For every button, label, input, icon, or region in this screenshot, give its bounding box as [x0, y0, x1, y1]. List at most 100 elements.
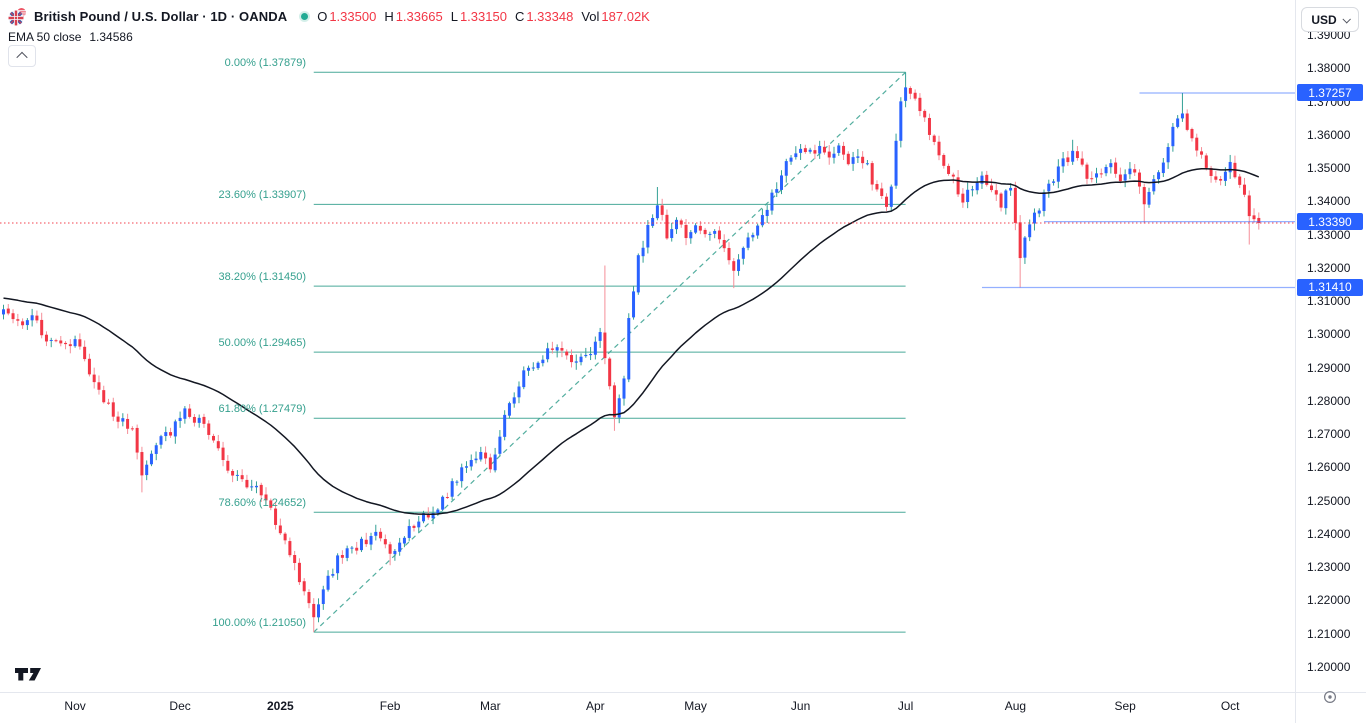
candle-body: [517, 386, 521, 398]
candle-body: [1004, 190, 1008, 209]
candle-body: [398, 542, 402, 552]
candle-body: [865, 163, 869, 165]
candle-body: [751, 234, 755, 238]
candle-body: [1209, 168, 1213, 176]
candle-body: [121, 418, 125, 422]
candle-body: [665, 214, 669, 239]
ema-50-line[interactable]: [3, 167, 1260, 515]
candle-body: [756, 225, 760, 236]
candlestick-chart[interactable]: [0, 0, 1295, 692]
candle-body: [235, 474, 239, 476]
time-tick-label: Nov: [64, 699, 86, 713]
price-tick-label: 1.27000: [1305, 426, 1353, 443]
candle-body: [536, 362, 540, 369]
candle-body: [498, 436, 502, 454]
candle-body: [789, 157, 793, 162]
candle-body: [364, 539, 368, 545]
candle-body: [1214, 176, 1218, 180]
tradingview-logo[interactable]: [14, 666, 44, 682]
candle-body: [646, 224, 650, 248]
candle-body: [670, 229, 674, 238]
candle-body: [383, 539, 387, 545]
candle-body: [784, 161, 788, 176]
candle-body: [713, 230, 717, 234]
candle-body: [651, 217, 655, 226]
candle-body: [192, 416, 196, 423]
candle-body: [574, 361, 578, 363]
candle-body: [885, 196, 889, 207]
fib-level-label: 78.60% (1.24652): [218, 497, 306, 510]
candle-body: [412, 525, 416, 528]
candle-body: [1238, 176, 1242, 185]
candle-body: [923, 110, 927, 118]
candle-body: [116, 416, 120, 422]
indicator-name: EMA 50 close: [8, 30, 82, 44]
price-tick-label: 1.30000: [1305, 326, 1353, 343]
candle-body: [737, 259, 741, 272]
candle-body: [1047, 183, 1051, 192]
candle-body: [512, 397, 516, 404]
price-tick-label: 1.36000: [1305, 126, 1353, 143]
candle-body: [173, 421, 177, 437]
collapse-indicators-button[interactable]: [8, 45, 36, 67]
candle-body: [779, 175, 783, 190]
candle-body: [436, 509, 440, 514]
candle-body: [880, 188, 884, 197]
candle-body: [1247, 195, 1251, 217]
currency-selector-button[interactable]: USD: [1301, 7, 1359, 32]
candle-body: [431, 512, 435, 519]
candle-body: [288, 541, 292, 556]
open-label: O: [317, 8, 328, 24]
candle-body: [994, 190, 998, 195]
candle-body: [254, 485, 258, 488]
price-axis-badge: 1.31410: [1297, 278, 1363, 296]
price-tick-label: 1.29000: [1305, 359, 1353, 376]
candle-body: [961, 193, 965, 203]
price-tick-label: 1.32000: [1305, 259, 1353, 276]
candle-body: [741, 247, 745, 259]
price-axis-badge: 1.37257: [1297, 84, 1363, 102]
candle-body: [569, 355, 573, 363]
candle-body: [484, 452, 488, 459]
candle-body: [913, 92, 917, 99]
candle-body: [64, 342, 68, 345]
candle-body: [259, 484, 263, 496]
candle-body: [1152, 179, 1156, 192]
candle-body: [1066, 157, 1070, 163]
fib-trendline[interactable]: [313, 71, 907, 633]
candle-body: [975, 182, 979, 191]
candle-body: [861, 156, 865, 164]
indicator-legend[interactable]: EMA 50 close 1.34586: [8, 29, 650, 45]
axis-settings-icon[interactable]: [1322, 689, 1338, 705]
candle-body: [1166, 147, 1170, 163]
time-tick-label: 2025: [266, 699, 294, 713]
candle-body: [593, 341, 597, 355]
candle-body: [1176, 118, 1180, 127]
candle-body: [655, 205, 659, 219]
candle-body: [374, 531, 378, 536]
candle-body: [1252, 215, 1256, 220]
candle-body: [507, 403, 511, 416]
time-tick-label: Apr: [586, 699, 605, 713]
candle-body: [49, 339, 53, 341]
candle-body: [765, 209, 769, 216]
candle-body: [264, 494, 268, 501]
candle-body: [78, 339, 82, 347]
candle-body: [169, 432, 173, 436]
candle-body: [312, 603, 316, 618]
candle-body: [83, 346, 87, 360]
candle-body: [345, 548, 349, 558]
candle-body: [197, 417, 201, 423]
fib-level-label: 38.20% (1.31450): [218, 271, 306, 284]
candle-body: [760, 215, 764, 226]
candle-body: [632, 291, 636, 318]
candle-body: [1032, 212, 1036, 224]
candle-body: [474, 458, 478, 461]
candle-body: [527, 367, 531, 371]
candle-body: [1228, 161, 1232, 173]
symbol-title[interactable]: British Pound / U.S. Dollar · 1D · OANDA: [34, 8, 288, 24]
candle-body: [402, 537, 406, 544]
candle-body: [479, 452, 483, 460]
candle-body: [622, 378, 626, 399]
candle-body: [73, 339, 77, 347]
